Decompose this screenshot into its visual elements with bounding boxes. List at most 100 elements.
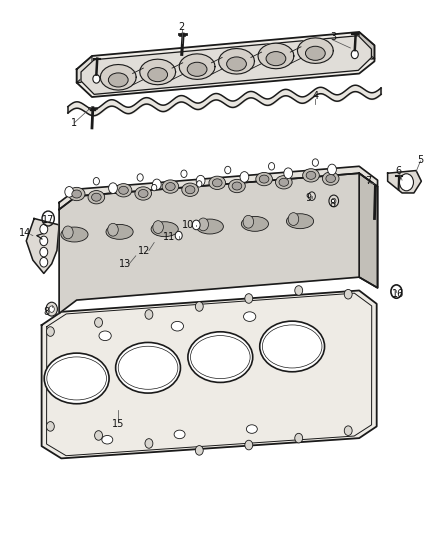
Ellipse shape xyxy=(151,222,178,237)
Circle shape xyxy=(295,433,303,443)
Text: 14: 14 xyxy=(19,229,32,238)
Ellipse shape xyxy=(92,193,101,201)
Ellipse shape xyxy=(209,176,226,189)
Text: 8: 8 xyxy=(43,307,49,317)
Circle shape xyxy=(329,195,339,207)
Circle shape xyxy=(288,213,299,225)
Circle shape xyxy=(63,226,73,239)
Circle shape xyxy=(175,231,182,240)
Ellipse shape xyxy=(229,179,245,193)
Polygon shape xyxy=(81,36,371,94)
Circle shape xyxy=(332,198,336,204)
Ellipse shape xyxy=(44,353,109,404)
Circle shape xyxy=(245,440,253,450)
Circle shape xyxy=(65,187,74,197)
Text: 7: 7 xyxy=(365,176,371,186)
Circle shape xyxy=(137,174,143,181)
Text: 11: 11 xyxy=(162,232,175,242)
Circle shape xyxy=(181,170,187,177)
Text: 5: 5 xyxy=(417,155,424,165)
Text: 9: 9 xyxy=(306,193,312,203)
Ellipse shape xyxy=(106,224,133,239)
Polygon shape xyxy=(59,173,378,313)
Circle shape xyxy=(245,294,253,303)
Ellipse shape xyxy=(276,176,292,189)
Ellipse shape xyxy=(232,182,242,190)
Ellipse shape xyxy=(305,46,325,60)
Circle shape xyxy=(399,174,413,191)
Text: 4: 4 xyxy=(312,91,318,101)
Circle shape xyxy=(240,172,249,182)
Circle shape xyxy=(195,446,203,455)
Circle shape xyxy=(312,159,318,166)
Polygon shape xyxy=(219,49,254,74)
Circle shape xyxy=(198,218,208,231)
Polygon shape xyxy=(77,32,374,97)
Circle shape xyxy=(108,223,118,236)
Circle shape xyxy=(152,179,161,190)
Circle shape xyxy=(344,289,352,299)
Ellipse shape xyxy=(259,175,269,183)
Text: 12: 12 xyxy=(138,246,151,255)
Circle shape xyxy=(145,439,153,448)
Circle shape xyxy=(40,257,48,267)
Ellipse shape xyxy=(116,343,180,393)
Ellipse shape xyxy=(188,332,253,383)
Polygon shape xyxy=(258,43,294,69)
Polygon shape xyxy=(388,171,421,193)
Ellipse shape xyxy=(187,62,207,76)
Circle shape xyxy=(196,175,205,186)
Polygon shape xyxy=(297,38,333,63)
Ellipse shape xyxy=(119,187,128,195)
Ellipse shape xyxy=(246,425,257,433)
Ellipse shape xyxy=(326,175,336,182)
Circle shape xyxy=(93,177,99,185)
Ellipse shape xyxy=(322,172,339,185)
Ellipse shape xyxy=(303,168,319,182)
Text: 17: 17 xyxy=(42,215,54,224)
Ellipse shape xyxy=(174,430,185,439)
Polygon shape xyxy=(179,54,215,79)
Ellipse shape xyxy=(72,190,81,198)
Ellipse shape xyxy=(148,68,168,82)
Ellipse shape xyxy=(108,73,128,87)
Polygon shape xyxy=(42,290,377,458)
Polygon shape xyxy=(140,59,176,85)
Ellipse shape xyxy=(196,219,223,234)
Polygon shape xyxy=(77,56,92,83)
Text: 10: 10 xyxy=(182,220,194,230)
Text: 3: 3 xyxy=(330,33,336,42)
Circle shape xyxy=(153,221,163,233)
Ellipse shape xyxy=(260,321,325,372)
Circle shape xyxy=(344,426,352,435)
Ellipse shape xyxy=(279,178,289,187)
Circle shape xyxy=(46,327,54,336)
Circle shape xyxy=(308,192,315,200)
Text: 13: 13 xyxy=(119,259,131,269)
Circle shape xyxy=(328,164,336,175)
Polygon shape xyxy=(26,219,59,273)
Circle shape xyxy=(46,422,54,431)
Ellipse shape xyxy=(266,52,286,66)
Ellipse shape xyxy=(68,187,85,201)
Text: 1: 1 xyxy=(71,118,78,127)
Circle shape xyxy=(197,181,202,187)
Text: 8: 8 xyxy=(330,199,336,208)
Ellipse shape xyxy=(115,183,132,197)
Ellipse shape xyxy=(256,172,272,186)
Circle shape xyxy=(192,220,200,230)
Text: 15: 15 xyxy=(112,419,124,429)
Ellipse shape xyxy=(171,321,184,331)
Circle shape xyxy=(93,75,100,83)
Circle shape xyxy=(268,163,275,170)
Circle shape xyxy=(295,286,303,295)
Ellipse shape xyxy=(61,227,88,242)
Circle shape xyxy=(284,168,293,179)
Ellipse shape xyxy=(102,435,113,444)
Ellipse shape xyxy=(306,171,316,179)
Ellipse shape xyxy=(226,57,247,71)
Ellipse shape xyxy=(166,182,175,191)
Circle shape xyxy=(195,302,203,311)
Ellipse shape xyxy=(88,190,105,204)
Circle shape xyxy=(40,247,48,257)
